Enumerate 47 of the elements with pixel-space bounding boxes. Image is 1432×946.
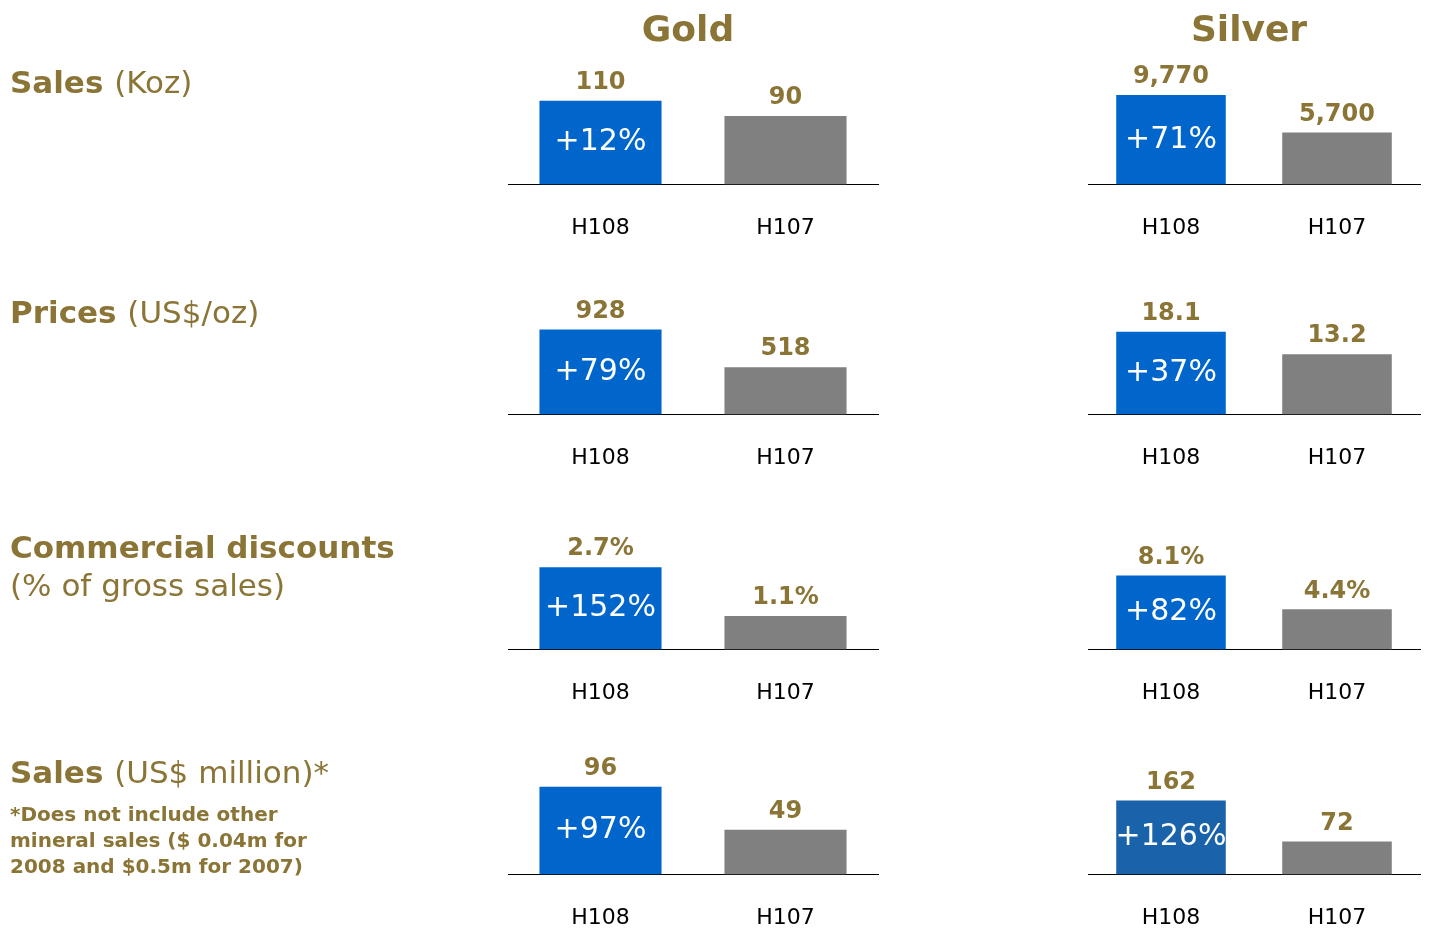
x-tick-label: H107 — [756, 903, 815, 929]
data-label: 1.1% — [752, 582, 819, 611]
data-label: 96 — [583, 752, 618, 781]
annotation: +12% — [554, 122, 647, 158]
x-tick-label: H107 — [1307, 443, 1367, 469]
data-label: 5,700 — [1299, 98, 1375, 127]
x-tick-label: H107 — [756, 678, 815, 704]
y-axis-title: Sales (Koz) — [10, 64, 193, 100]
x-tick-label: H108 — [571, 213, 630, 239]
data-label: 49 — [768, 795, 803, 824]
x-tick-label: H107 — [1307, 678, 1367, 704]
x-tick-label: H108 — [1141, 903, 1201, 929]
data-label: 162 — [1145, 766, 1197, 795]
data-label: 518 — [760, 333, 811, 362]
annotation: +37% — [1125, 352, 1217, 388]
x-tick-label: H107 — [1307, 213, 1367, 239]
x-tick-label: H108 — [1141, 213, 1201, 239]
text: *Does not include other mineral sales ($ 0.04m for 2008 and $0.5m for 2007) — [10, 801, 308, 879]
x-tick-label: H107 — [756, 213, 815, 239]
chart-title: Gold — [640, 8, 736, 49]
chart-title: Silver — [1189, 8, 1309, 49]
y-axis-title: Commercial discounts (% of gross sales) — [10, 529, 395, 603]
x-tick-label: H108 — [1141, 443, 1201, 469]
annotation: +71% — [1125, 119, 1217, 155]
data-label: 18.1 — [1141, 297, 1201, 326]
annotation: +79% — [554, 351, 647, 387]
x-tick-label: H108 — [571, 443, 630, 469]
x-tick-label: H108 — [571, 903, 630, 929]
data-label: 90 — [768, 82, 803, 111]
data-label: 72 — [1320, 807, 1354, 836]
y-axis-title: Sales (US$ million)* — [10, 754, 330, 790]
annotation: +126% — [1115, 817, 1227, 853]
data-label: 110 — [575, 66, 626, 95]
annotation: +82% — [1125, 592, 1217, 628]
data-label: 4.4% — [1303, 575, 1371, 604]
y-axis-title: Prices (US$/oz) — [10, 294, 260, 330]
x-tick-label: H107 — [756, 443, 815, 469]
x-tick-label: H108 — [571, 678, 630, 704]
x-tick-label: H107 — [1307, 903, 1367, 929]
data-label: 8.1% — [1137, 541, 1205, 570]
annotation: +152% — [545, 588, 656, 624]
data-label: 2.7% — [567, 533, 634, 562]
data-label: 9,770 — [1133, 61, 1209, 90]
x-tick-label: H108 — [1141, 678, 1201, 704]
data-label: 13.2 — [1307, 320, 1367, 349]
data-label: 928 — [575, 295, 626, 324]
annotation: +97% — [554, 810, 647, 846]
